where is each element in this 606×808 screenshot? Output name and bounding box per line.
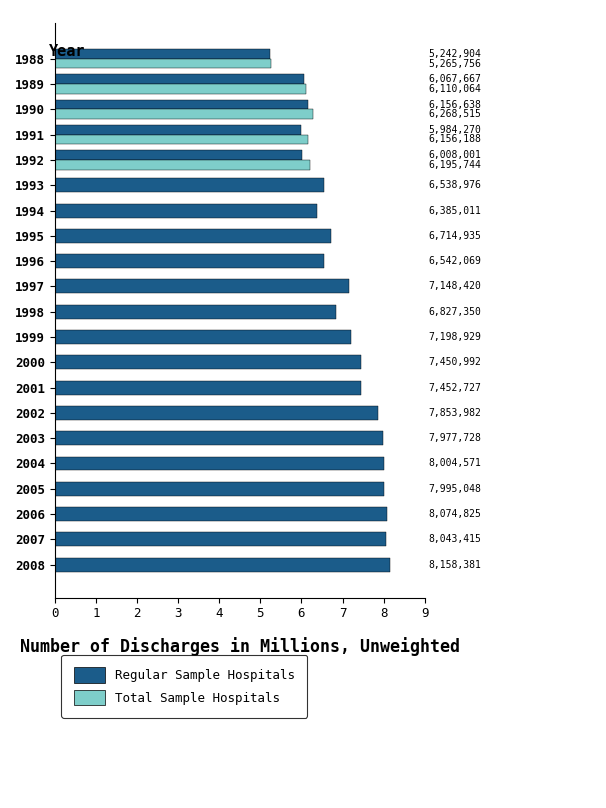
Bar bbox=[55, 507, 387, 521]
Bar bbox=[55, 532, 385, 546]
Bar bbox=[55, 179, 324, 192]
Bar bbox=[55, 381, 361, 394]
Bar bbox=[55, 109, 313, 119]
Legend: Regular Sample Hospitals, Total Sample Hospitals: Regular Sample Hospitals, Total Sample H… bbox=[61, 655, 307, 718]
Text: 6,156,638: 6,156,638 bbox=[428, 99, 481, 110]
Text: 6,538,976: 6,538,976 bbox=[428, 180, 481, 190]
Bar bbox=[55, 406, 378, 420]
Text: 6,714,935: 6,714,935 bbox=[428, 231, 481, 241]
Text: 6,008,001: 6,008,001 bbox=[428, 150, 481, 160]
Bar bbox=[55, 229, 331, 243]
Text: 5,265,756: 5,265,756 bbox=[428, 59, 481, 69]
Text: Year: Year bbox=[49, 44, 86, 59]
Text: 6,385,011: 6,385,011 bbox=[428, 205, 481, 216]
Text: 6,067,667: 6,067,667 bbox=[428, 74, 481, 84]
Bar bbox=[55, 125, 301, 135]
Bar bbox=[55, 431, 383, 445]
X-axis label: Number of Discharges in Millions, Unweighted: Number of Discharges in Millions, Unweig… bbox=[20, 638, 460, 656]
Bar bbox=[55, 482, 384, 496]
Bar bbox=[55, 135, 308, 145]
Bar bbox=[55, 59, 271, 69]
Text: 6,110,064: 6,110,064 bbox=[428, 84, 481, 94]
Bar bbox=[55, 305, 336, 318]
Text: 7,977,728: 7,977,728 bbox=[428, 433, 481, 444]
Bar bbox=[55, 356, 361, 369]
Text: 8,004,571: 8,004,571 bbox=[428, 458, 481, 469]
Text: 7,995,048: 7,995,048 bbox=[428, 484, 481, 494]
Text: 7,853,982: 7,853,982 bbox=[428, 408, 481, 418]
Text: 6,156,188: 6,156,188 bbox=[428, 134, 481, 145]
Text: 6,827,350: 6,827,350 bbox=[428, 307, 481, 317]
Bar bbox=[55, 99, 308, 109]
Bar bbox=[55, 204, 318, 217]
Text: 5,984,270: 5,984,270 bbox=[428, 125, 481, 135]
Bar bbox=[55, 160, 310, 170]
Text: 6,542,069: 6,542,069 bbox=[428, 256, 481, 266]
Bar bbox=[55, 280, 348, 293]
Text: 8,158,381: 8,158,381 bbox=[428, 560, 481, 570]
Text: 5,242,904: 5,242,904 bbox=[428, 49, 481, 59]
Bar bbox=[55, 74, 304, 84]
Text: 6,268,515: 6,268,515 bbox=[428, 109, 481, 120]
Text: 8,074,825: 8,074,825 bbox=[428, 509, 481, 519]
Bar bbox=[55, 457, 384, 470]
Bar bbox=[55, 84, 306, 94]
Bar bbox=[55, 150, 302, 160]
Text: 8,043,415: 8,043,415 bbox=[428, 534, 481, 545]
Text: 7,198,929: 7,198,929 bbox=[428, 332, 481, 342]
Text: 7,452,727: 7,452,727 bbox=[428, 383, 481, 393]
Text: 6,195,744: 6,195,744 bbox=[428, 160, 481, 170]
Bar bbox=[55, 330, 351, 344]
Text: 7,148,420: 7,148,420 bbox=[428, 281, 481, 292]
Bar bbox=[55, 49, 270, 59]
Text: 7,450,992: 7,450,992 bbox=[428, 357, 481, 368]
Bar bbox=[55, 558, 390, 571]
Bar bbox=[55, 255, 324, 268]
